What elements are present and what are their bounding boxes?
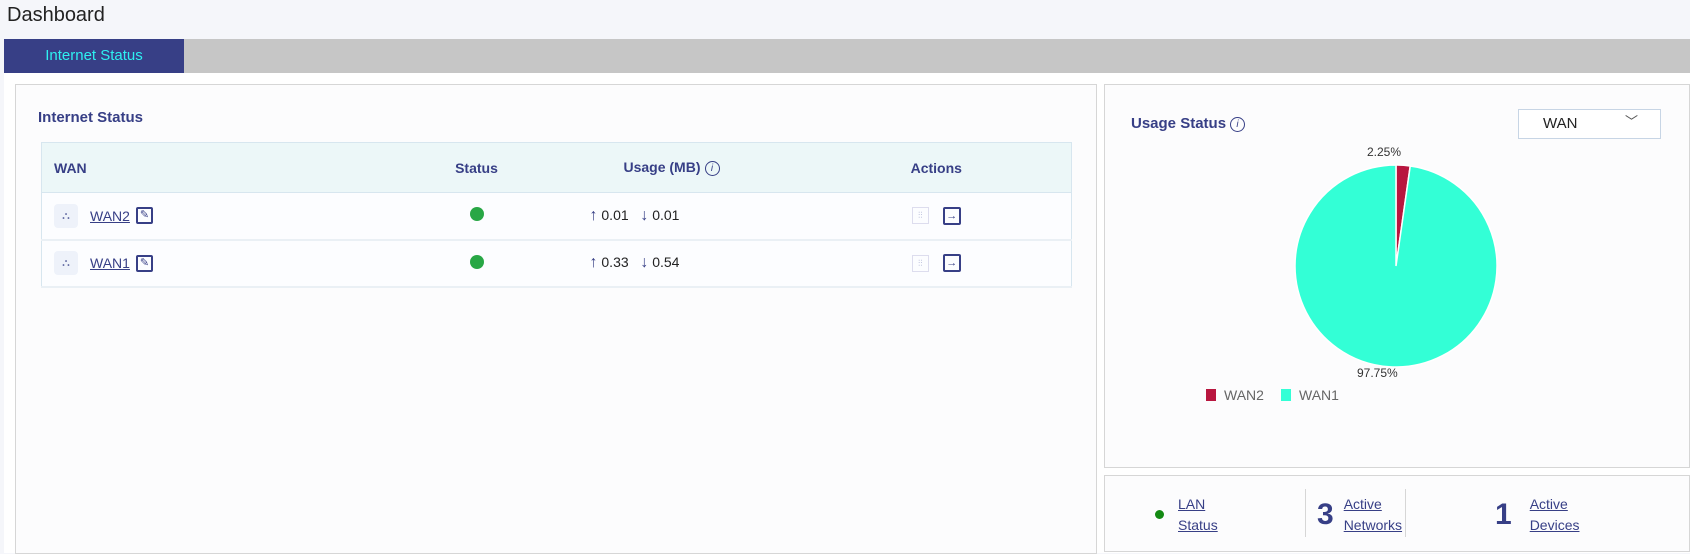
settings-sliders-icon[interactable]: ⫶⫶ [911, 207, 929, 225]
usage-status-panel: Usage Status i WAN ﹀ 2.25% 97.75% WAN2 WAN… [1104, 84, 1690, 468]
slice-label-wan1: 97.75% [1357, 366, 1398, 380]
networks-count: 3 [1317, 497, 1334, 531]
panel-title: Internet Status [38, 109, 144, 126]
settings-sliders-icon[interactable]: ⫶⫶ [911, 254, 929, 272]
active-devices: 1 Active Devices [1495, 476, 1579, 553]
wan-link[interactable]: WAN2 [90, 207, 130, 224]
chevron-down-icon: ﹀ [1624, 114, 1638, 129]
usage-title: Usage Status i [1131, 115, 1246, 132]
content: Internet Status WAN Status Usage (MB) i A… [4, 73, 1690, 554]
tab-internet-status[interactable]: Internet Status [4, 39, 184, 73]
tab-bar: Internet Status [4, 39, 1690, 73]
summary-panel: LAN Status 3 Active Networks 1 Active Devic… [1104, 475, 1690, 552]
active-devices-link[interactable]: Active Devices [1529, 495, 1580, 533]
divider [1405, 489, 1406, 537]
legend-swatch [1281, 389, 1291, 401]
go-arrow-icon[interactable]: → [942, 206, 961, 225]
arrow-up-icon: ↑ [589, 254, 598, 271]
usage-up: 0.33 [601, 254, 629, 270]
col-status: Status [411, 142, 542, 193]
lan-status-dot [1155, 510, 1164, 519]
dropdown-value: WAN [1543, 115, 1578, 132]
network-icon: ⛬ [54, 203, 78, 228]
status-dot [469, 207, 484, 222]
legend-wan2[interactable]: WAN2 [1206, 387, 1264, 403]
status-dot [469, 254, 484, 269]
pie-slice-wan1[interactable] [1294, 164, 1498, 368]
col-usage-label: Usage (MB) [623, 159, 701, 176]
info-icon[interactable]: i [704, 160, 720, 176]
wan-link[interactable]: WAN1 [90, 255, 130, 271]
legend-label: WAN1 [1299, 387, 1339, 403]
arrow-down-icon: ↓ [640, 206, 649, 224]
usage-title-text: Usage Status [1131, 115, 1227, 132]
legend-swatch [1206, 389, 1216, 401]
devices-count: 1 [1495, 497, 1512, 531]
active-networks-link[interactable]: Active Networks [1343, 495, 1403, 533]
go-arrow-icon[interactable]: → [942, 254, 961, 273]
wan-table: WAN Status Usage (MB) i Actions ⛬ WAN2 ✎ ↑ … [41, 142, 1072, 288]
info-icon[interactable]: i [1230, 116, 1246, 132]
col-actions: Actions [801, 142, 1072, 193]
legend-label: WAN2 [1224, 387, 1264, 403]
table-row: ⛬ WAN2 ✎ ↑ 0.01 ↓ 0.01 ⫶⫶ → [41, 192, 1072, 241]
usage-pie-chart [1294, 164, 1498, 368]
lan-status: LAN Status [1155, 476, 1218, 553]
internet-status-panel: Internet Status WAN Status Usage (MB) i A… [15, 84, 1097, 554]
wan-dropdown[interactable]: WAN ﹀ [1518, 109, 1661, 139]
page-title: Dashboard [7, 4, 105, 26]
active-networks: 3 Active Networks [1317, 476, 1402, 553]
slice-label-wan2: 2.25% [1367, 145, 1402, 159]
col-usage: Usage (MB) i [541, 142, 802, 193]
col-wan: WAN [41, 142, 412, 193]
edit-icon[interactable]: ✎ [135, 207, 153, 225]
arrow-down-icon: ↓ [640, 254, 649, 271]
table-row: ⛬ WAN1 ✎ ↑ 0.33 ↓ 0.54 ⫶⫶ → [41, 239, 1072, 288]
edit-icon[interactable]: ✎ [135, 254, 153, 272]
arrow-up-icon: ↑ [589, 206, 598, 224]
usage-down: 0.54 [652, 254, 680, 270]
usage-down: 0.01 [652, 206, 680, 223]
lan-status-link[interactable]: LAN Status [1178, 495, 1218, 533]
usage-up: 0.01 [601, 206, 629, 223]
network-icon: ⛬ [54, 251, 78, 275]
divider [1305, 489, 1306, 537]
legend-wan1[interactable]: WAN1 [1281, 387, 1339, 403]
